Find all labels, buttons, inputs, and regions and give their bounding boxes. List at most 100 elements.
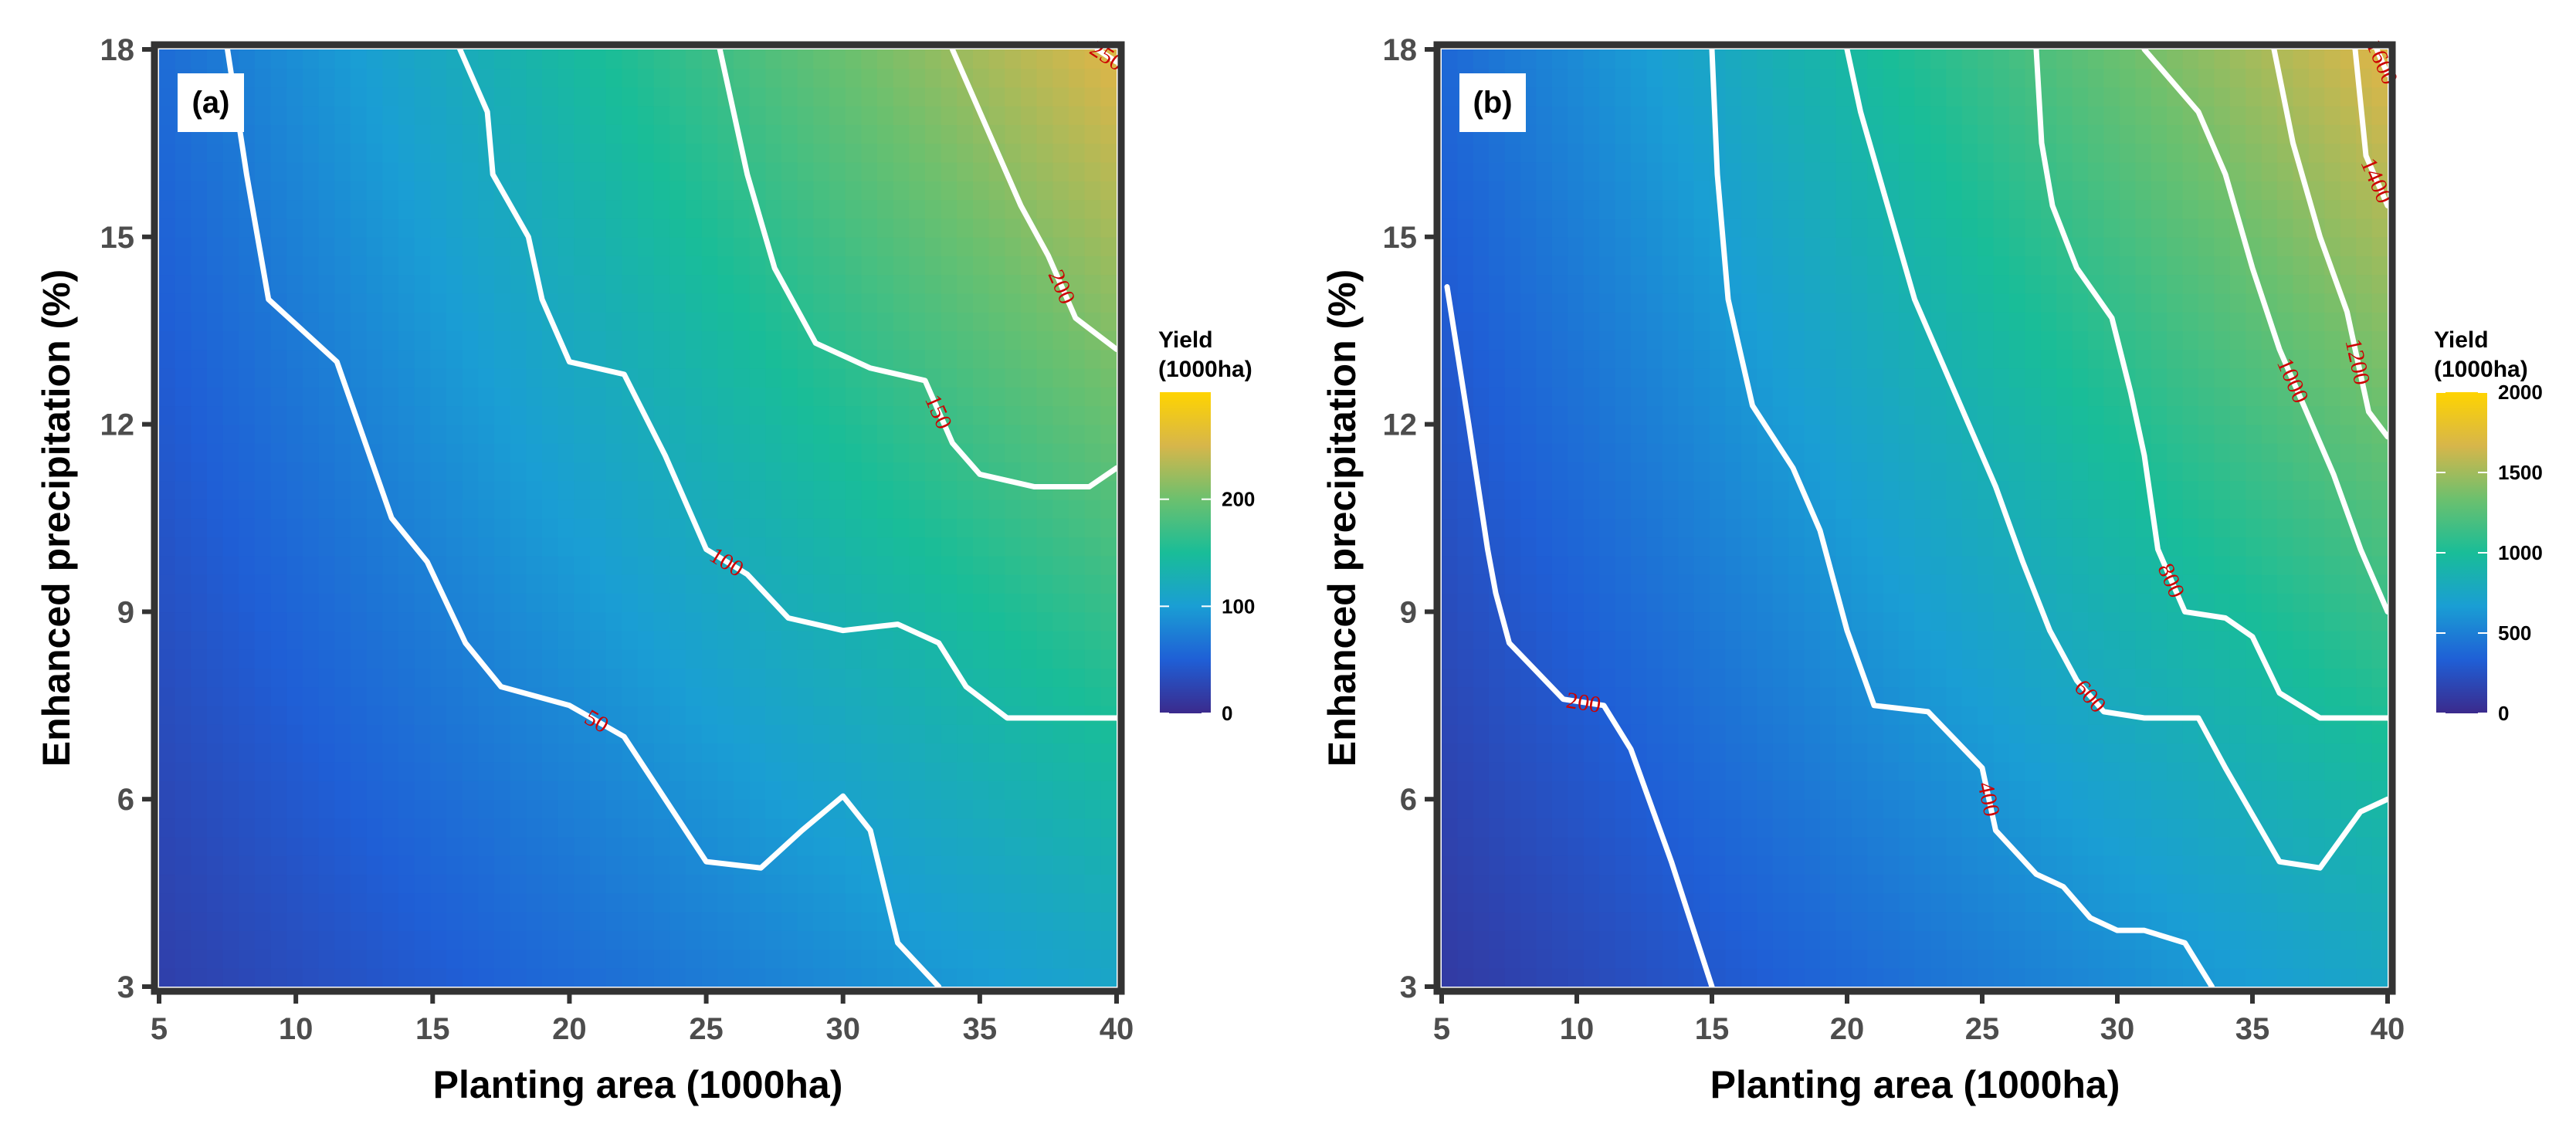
heatmap-cell	[286, 86, 303, 107]
heatmap-cell	[638, 68, 655, 88]
heatmap-cell	[1820, 367, 1837, 388]
heatmap-cell	[175, 555, 192, 575]
heatmap-cell	[1835, 911, 1852, 931]
heatmap-cell	[813, 143, 830, 163]
heatmap-cell	[239, 892, 256, 913]
heatmap-cell	[255, 442, 272, 462]
heatmap-cell	[1599, 424, 1616, 444]
heatmap-cell	[1978, 930, 1995, 950]
heatmap-cell	[191, 574, 208, 594]
heatmap-cell	[813, 199, 830, 219]
heatmap-cell	[988, 911, 1006, 931]
heatmap-cell	[1740, 648, 1758, 669]
heatmap-cell	[669, 387, 686, 407]
heatmap-cell	[669, 892, 686, 913]
heatmap-cell	[781, 743, 798, 763]
heatmap-cell	[574, 949, 591, 969]
heatmap-cell	[1835, 480, 1852, 500]
heatmap-cell	[1835, 686, 1852, 706]
heatmap-cell	[1946, 855, 1963, 875]
heatmap-cell	[558, 367, 575, 388]
heatmap-cell	[861, 967, 878, 987]
heatmap-cell	[1867, 967, 1884, 987]
heatmap-cell	[686, 593, 703, 613]
heatmap-cell	[813, 49, 830, 69]
heatmap-cell	[207, 49, 224, 69]
heatmap-cell	[1036, 462, 1054, 482]
heatmap-cell	[988, 105, 1006, 125]
heatmap-cell	[813, 949, 830, 969]
heatmap-cell	[686, 86, 703, 107]
heatmap-cell	[1961, 236, 1978, 256]
heatmap-cell	[366, 387, 384, 407]
heatmap-cell	[1615, 293, 1632, 313]
heatmap-cell	[334, 611, 351, 632]
heatmap-cell	[1457, 836, 1474, 856]
heatmap-cell	[1867, 555, 1884, 575]
heatmap-cell	[430, 367, 447, 388]
heatmap-cell	[191, 349, 208, 369]
heatmap-cell	[1820, 761, 1837, 781]
heatmap-cell	[1772, 574, 1789, 594]
heatmap-cell	[1457, 818, 1474, 838]
heatmap-cell	[1804, 143, 1821, 163]
heatmap-cell	[239, 387, 256, 407]
heatmap-cell	[2025, 349, 2042, 369]
heatmap-cell	[1788, 724, 1805, 744]
heatmap-cell	[749, 330, 767, 350]
heatmap-cell	[414, 499, 432, 519]
heatmap-cell	[1772, 630, 1789, 650]
heatmap-cell	[1005, 442, 1022, 462]
heatmap-cell	[686, 705, 703, 725]
heatmap-cell	[1504, 836, 1521, 856]
heatmap-cell	[1489, 480, 1506, 500]
heatmap-cell	[1069, 199, 1086, 219]
heatmap-cell	[957, 743, 974, 763]
heatmap-cell	[1820, 349, 1837, 369]
heatmap-cell	[622, 799, 639, 819]
heatmap-cell	[351, 349, 368, 369]
heatmap-cell	[988, 68, 1006, 88]
heatmap-cell	[734, 480, 751, 500]
heatmap-cell	[2025, 480, 2042, 500]
heatmap-cell	[1052, 705, 1069, 725]
heatmap-cell	[1631, 855, 1648, 875]
heatmap-cell	[1740, 518, 1758, 538]
heatmap-cell	[861, 180, 878, 201]
heatmap-cell	[686, 967, 703, 987]
heatmap-cell	[829, 761, 846, 781]
heatmap-cell	[765, 199, 782, 219]
heatmap-cell	[941, 799, 958, 819]
heatmap-cell	[893, 256, 910, 276]
heatmap-cell	[1568, 668, 1585, 688]
heatmap-cell	[765, 405, 782, 425]
heatmap-cell	[255, 874, 272, 894]
heatmap-cell	[1804, 199, 1821, 219]
heatmap-cell	[478, 799, 495, 819]
heatmap-cell	[590, 874, 607, 894]
heatmap-cell	[318, 668, 336, 688]
heatmap-cell	[494, 124, 511, 144]
heatmap-cell	[797, 274, 815, 294]
heatmap-cell	[318, 949, 336, 969]
heatmap-cell	[1662, 724, 1679, 744]
heatmap-cell	[845, 405, 863, 425]
heatmap-cell	[1568, 462, 1585, 482]
heatmap-cell	[605, 199, 623, 219]
heatmap-cell	[1069, 874, 1086, 894]
heatmap-cell	[590, 367, 607, 388]
heatmap-cell	[414, 668, 432, 688]
heatmap-cell	[1820, 105, 1837, 125]
heatmap-cell	[813, 743, 830, 763]
heatmap-cell	[653, 349, 671, 369]
heatmap-cell	[239, 668, 256, 688]
heatmap-cell	[1473, 967, 1490, 987]
heatmap-cell	[1740, 161, 1758, 181]
heatmap-cell	[1520, 161, 1537, 181]
heatmap-cell	[2025, 836, 2042, 856]
heatmap-cell	[1804, 293, 1821, 313]
heatmap-cell	[366, 199, 384, 219]
heatmap-cell	[988, 349, 1006, 369]
heatmap-cell	[1504, 855, 1521, 875]
heatmap-cell	[1442, 86, 1459, 107]
